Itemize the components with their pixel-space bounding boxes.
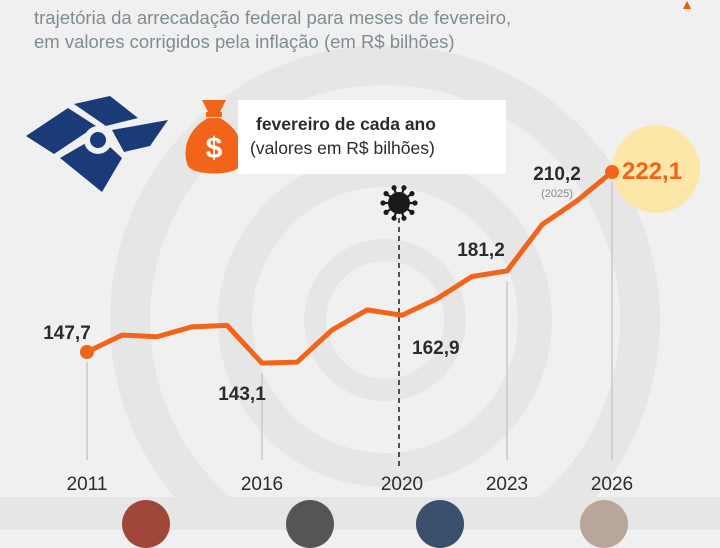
data-label-2011: 147,7: [43, 323, 91, 344]
subtitle-line-2: em valores corrigidos pela inflação (em …: [34, 31, 455, 52]
x-axis-ticks: 2011 2016 2020 2023 2026: [67, 474, 634, 495]
virus-icon: [380, 185, 418, 221]
money-bag-icon: $: [185, 100, 243, 174]
data-points: [80, 125, 700, 359]
data-label-2026: 222,1: [622, 158, 682, 185]
last-value-highlight: [612, 125, 700, 213]
x-tick-2016: 2016: [241, 474, 283, 495]
legend-title: fevereiro de cada ano: [256, 114, 436, 134]
data-labels: 147,7 143,1 162,9 181,2 210,2 (2025) 222,1: [43, 158, 682, 405]
data-label-2023: 181,2: [457, 240, 505, 261]
data-label-2016: 143,1: [218, 384, 266, 405]
portrait-temer: [286, 500, 334, 548]
x-tick-2020: 2020: [381, 474, 423, 495]
subtitle-line-1: trajetória da arrecadação federal para m…: [34, 7, 512, 28]
chart-subtitle: trajetória da arrecadação federal para m…: [34, 6, 674, 54]
series-line: [84, 169, 615, 366]
covid-marker: [380, 185, 418, 470]
dollar-symbol: $: [206, 132, 223, 165]
x-tick-2011: 2011: [67, 474, 108, 495]
receita-federal-logo: [26, 96, 168, 192]
portrait-dilma: [122, 500, 170, 548]
line-chart: 147,7 143,1 162,9 181,2 210,2 (2025) 222,1 201…: [43, 125, 700, 495]
corner-brand-icon: ▲: [680, 0, 694, 12]
first-point: [80, 345, 94, 359]
year-gridlines: [86, 182, 613, 460]
portrait-lula: [580, 500, 628, 548]
data-label-2025: 210,2: [533, 164, 581, 185]
legend-subtitle: (valores em R$ bilhões): [250, 138, 435, 158]
legend-box: fevereiro de cada ano (valores em R$ bil…: [238, 100, 506, 174]
x-tick-2026: 2026: [591, 474, 633, 495]
x-tick-2023: 2023: [486, 474, 528, 495]
data-label-note-2025: (2025): [541, 188, 573, 200]
portrait-bolsonaro: [416, 500, 464, 548]
data-label-2020: 162,9: [412, 338, 460, 359]
last-point: [605, 165, 619, 179]
